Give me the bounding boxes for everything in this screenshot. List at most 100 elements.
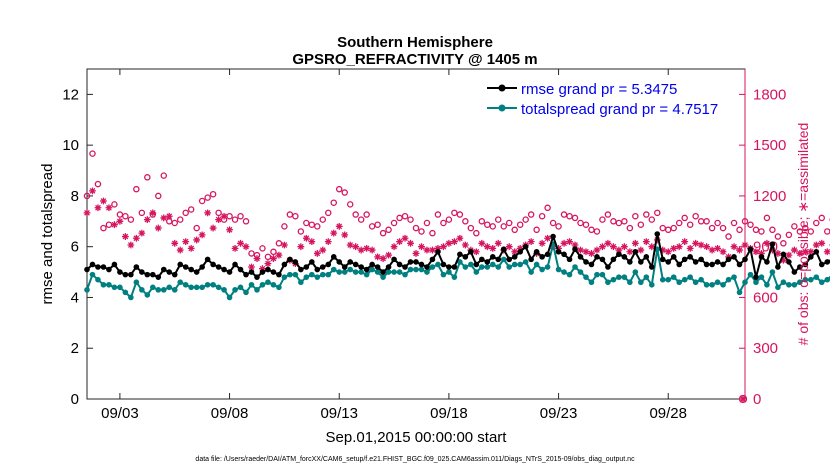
totalspread-point	[330, 266, 337, 273]
totalspread-point	[292, 271, 299, 278]
obs-assimilated-marker	[94, 204, 102, 212]
totalspread-point	[506, 264, 513, 270]
series-obs-assimilated	[83, 187, 830, 403]
obs-possible-marker	[308, 221, 316, 228]
obs-possible-marker	[281, 223, 288, 230]
rmse-point	[418, 261, 425, 268]
rmse-point	[182, 264, 189, 270]
y-tick-label: 2	[71, 340, 79, 357]
obs-possible-marker	[385, 226, 392, 234]
obs-possible-marker	[171, 219, 178, 227]
totalspread-point	[731, 274, 737, 280]
totalspread-point	[352, 269, 359, 275]
obs-assimilated-marker	[401, 234, 409, 242]
obs-possible-marker	[549, 219, 557, 227]
legend-spread-marker	[498, 104, 506, 112]
x-tick-label: 09/08	[211, 405, 249, 422]
totalspread-point	[764, 281, 770, 288]
totalspread-point	[791, 281, 798, 288]
rmse-point	[177, 261, 184, 268]
obs-possible-marker	[719, 224, 727, 232]
x-axis-label: Sep.01,2015 00:00:00 start	[326, 429, 508, 446]
obs-assimilated-marker	[593, 246, 601, 254]
totalspread-line	[86, 243, 830, 299]
totalspread-point	[544, 264, 551, 270]
obs-possible-marker	[769, 226, 776, 234]
rmse-point	[243, 271, 249, 278]
obs-zero-star	[739, 395, 747, 403]
obs-assimilated-marker	[264, 260, 272, 268]
obs-possible-marker	[621, 218, 628, 225]
totalspread-point	[84, 287, 90, 293]
totalspread-point	[648, 281, 655, 288]
obs-possible-marker	[708, 224, 716, 232]
obs-possible-marker	[138, 209, 146, 217]
totalspread-point	[714, 279, 721, 286]
totalspread-point	[402, 271, 408, 278]
obs-assimilated-marker	[357, 246, 365, 254]
totalspread-point	[298, 279, 304, 286]
obs-possible-marker	[314, 223, 321, 230]
totalspread-point	[687, 274, 693, 280]
obs-assimilated-marker	[790, 246, 798, 254]
rmse-point	[791, 269, 798, 275]
rmse-point	[659, 256, 666, 263]
obs-possible-marker	[747, 221, 754, 228]
rmse-point	[780, 251, 787, 258]
obs-possible-marker	[626, 224, 634, 232]
rmse-point	[166, 269, 173, 275]
totalspread-point	[457, 259, 463, 265]
obs-possible-marker	[807, 228, 815, 235]
rmse-point	[588, 261, 595, 268]
obs-possible-marker	[390, 219, 398, 227]
rmse-point	[89, 261, 96, 268]
x-tick-label: 09/18	[430, 405, 468, 422]
rmse-point	[358, 264, 364, 270]
obs-assimilated-marker	[193, 236, 201, 244]
rmse-point	[446, 264, 452, 270]
rmse-point	[550, 233, 556, 240]
rmse-point	[144, 271, 151, 278]
rmse-point	[654, 231, 661, 237]
rmse-point	[139, 269, 145, 275]
rmse-point	[319, 264, 326, 270]
rmse-point	[703, 261, 710, 268]
obs-possible-marker	[489, 223, 497, 230]
totalspread-point	[676, 279, 682, 286]
totalspread-point	[111, 284, 118, 291]
totalspread-point	[572, 264, 578, 270]
totalspread-point	[462, 264, 469, 270]
obs-assimilated-marker	[588, 250, 595, 257]
totalspread-point	[133, 279, 140, 286]
obs-assimilated-marker	[544, 234, 551, 242]
totalspread-point	[522, 259, 529, 265]
totalspread-point	[226, 294, 233, 301]
obs-assimilated-marker	[620, 243, 628, 251]
totalspread-point	[742, 279, 748, 286]
y-tick-label: 0	[71, 391, 79, 408]
totalspread-point	[489, 261, 496, 268]
series-obs-possible	[83, 150, 830, 404]
obs-assimilated-marker	[478, 239, 486, 247]
obs-assimilated-marker	[368, 246, 376, 254]
rmse-point	[380, 269, 386, 275]
totalspread-point	[358, 269, 364, 275]
totalspread-point	[670, 274, 677, 280]
obs-assimilated-marker	[566, 238, 573, 246]
obs-assimilated-marker	[297, 243, 305, 251]
obs-assimilated-marker	[703, 243, 711, 251]
totalspread-point	[363, 271, 370, 278]
legend: rmse grand pr = 5.3475 totalspread grand…	[481, 76, 739, 118]
obs-assimilated-marker	[374, 253, 382, 261]
rmse-point	[106, 266, 112, 273]
obs-possible-marker	[83, 192, 91, 200]
obs-possible-marker	[209, 190, 217, 198]
obs-assimilated-marker	[341, 231, 349, 239]
obs-possible-marker	[467, 224, 475, 232]
obs-assimilated-marker	[697, 241, 705, 249]
totalspread-point	[177, 279, 184, 286]
obs-assimilated-marker	[637, 246, 645, 254]
totalspread-point	[643, 274, 650, 280]
obs-assimilated-marker	[187, 244, 195, 252]
totalspread-point	[621, 274, 628, 280]
